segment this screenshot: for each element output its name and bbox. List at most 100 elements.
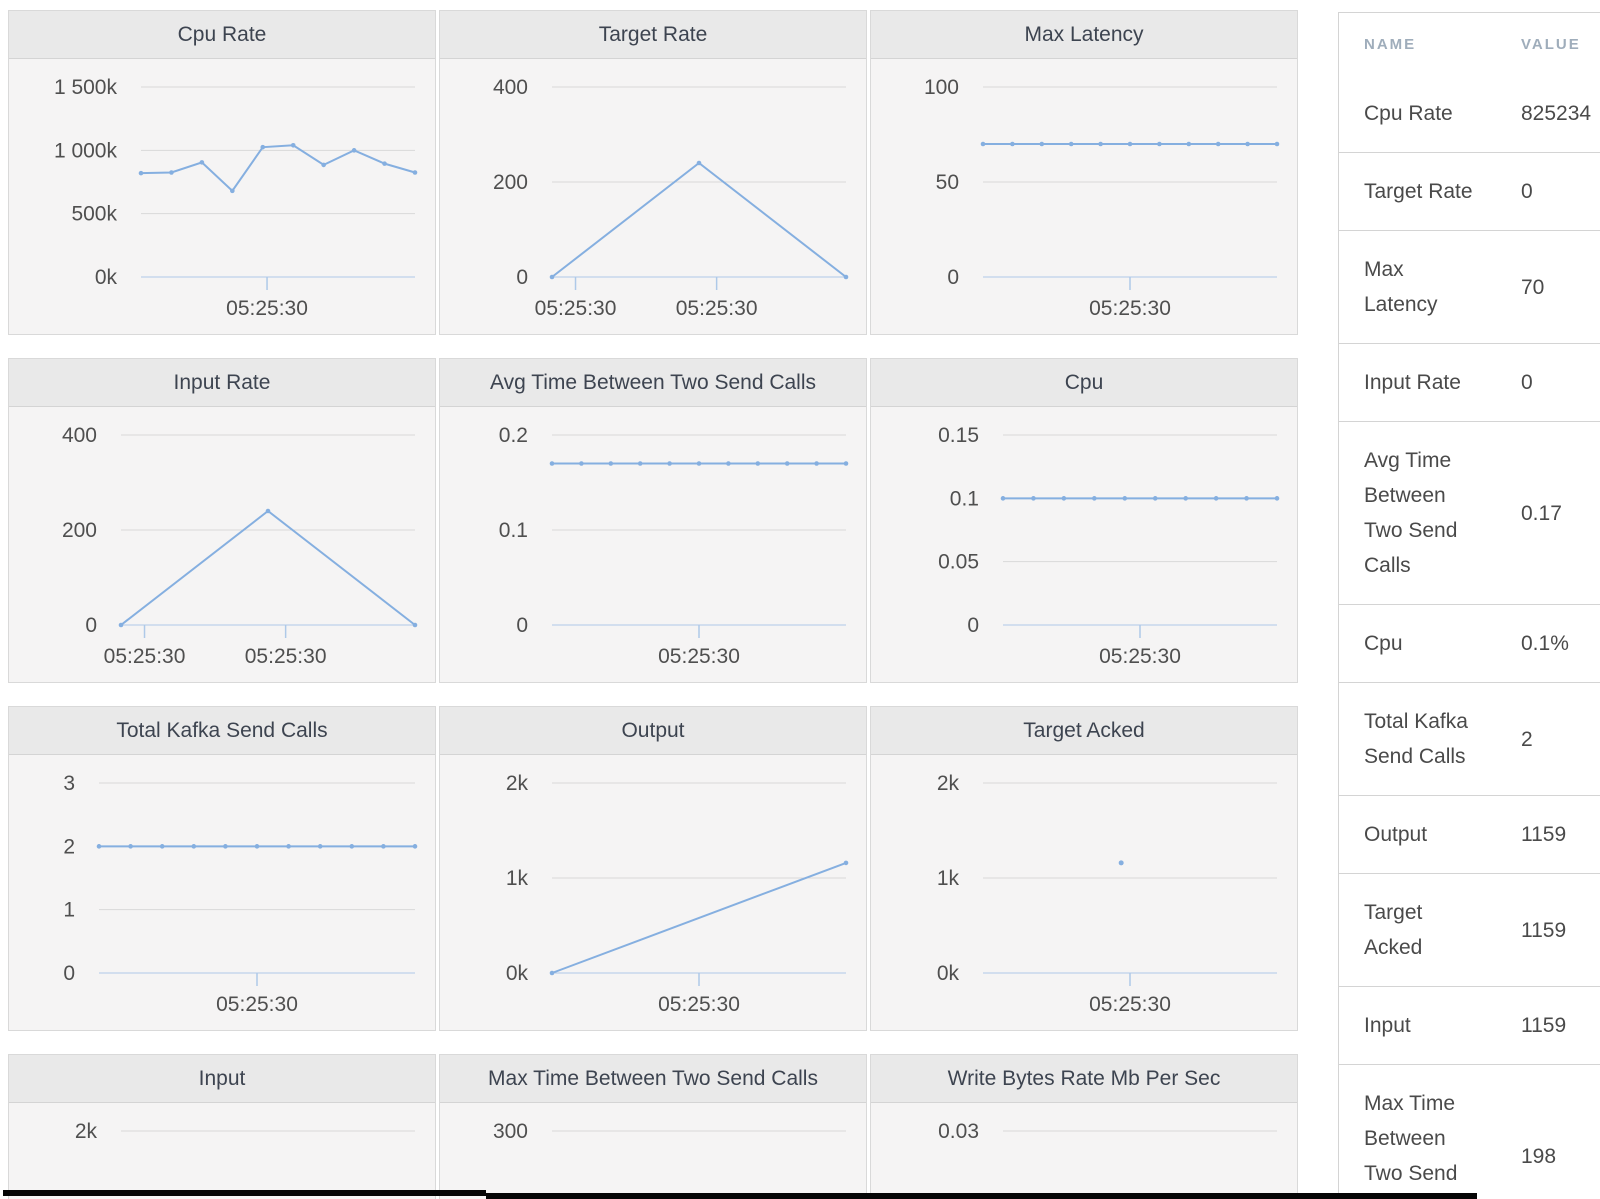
- table-row-input-rate: Input Rate 0: [1339, 343, 1600, 421]
- data-point-marker: [254, 844, 260, 849]
- data-point-marker: [317, 844, 323, 849]
- y-tick-label: 0k: [95, 266, 118, 289]
- table-header-row: NAME VALUE: [1339, 13, 1600, 75]
- chart-canvas: 300: [493, 1120, 846, 1143]
- data-point-marker: [1000, 496, 1006, 501]
- chart-canvas: 0 200 400 05:25:30 05:25:30: [62, 424, 418, 668]
- chart-title: Max Latency: [871, 11, 1297, 59]
- chart-canvas: 0k 1k 2k 05:25:30: [506, 772, 849, 1016]
- y-tick-label: 0.15: [938, 424, 979, 447]
- metric-value: 825234: [1521, 102, 1592, 125]
- y-tick-label: 2k: [75, 1120, 98, 1143]
- data-point-marker: [667, 461, 672, 466]
- data-point-marker: [579, 461, 584, 466]
- metric-value: 198: [1521, 1144, 1557, 1168]
- chart-panel-input-rate[interactable]: Input Rate 0 200 400 05:25:30 05:25:30: [8, 358, 436, 683]
- chart-title: Cpu: [871, 359, 1297, 407]
- x-tick-label: 05:25:30: [245, 645, 327, 668]
- chart-panel-input[interactable]: Input 2k: [8, 1054, 436, 1199]
- bottom-edge-bar-left: [3, 1190, 486, 1196]
- y-tick-label: 2: [63, 835, 75, 858]
- table-body: Cpu Rate 825234 Target Rate 0 Max Latency 70 I…: [1339, 75, 1600, 1199]
- y-tick-label: 1 500k: [54, 76, 118, 99]
- table-row-output: Output 1159: [1339, 795, 1600, 873]
- chart-title: Avg Time Between Two Send Calls: [440, 359, 866, 407]
- chart-panel-target-acked[interactable]: Target Acked 0k 1k 2k 05:25:30: [870, 706, 1298, 1031]
- metric-name: Total Kafka Send Calls: [1364, 710, 1468, 768]
- metric-name: Target Rate: [1364, 180, 1473, 203]
- data-point-marker: [230, 188, 235, 194]
- chart-body: 0 200 400 05:25:30 05:25:30: [440, 59, 866, 334]
- data-point-marker: [1031, 496, 1036, 501]
- chart-panel-max-latency[interactable]: Max Latency 0 50 100 05:25:30: [870, 10, 1298, 335]
- data-point-marker: [696, 461, 702, 466]
- data-point-marker: [549, 970, 555, 976]
- data-point-marker: [128, 844, 133, 849]
- data-point-marker: [351, 148, 357, 153]
- y-tick-label: 0: [516, 266, 528, 289]
- chart-canvas: 0 50 100 05:25:30: [924, 76, 1280, 320]
- data-point-marker: [814, 461, 819, 466]
- chart-canvas: 0 0.05 0.1 0.15 05:25:30: [938, 424, 1280, 668]
- x-tick-label: 05:25:30: [226, 297, 308, 320]
- y-tick-label: 0.05: [938, 551, 979, 574]
- x-tick-label: 05:25:30: [216, 993, 298, 1016]
- x-tick-label: 05:25:30: [104, 645, 186, 668]
- chart-body: 0 200 400 05:25:30 05:25:30: [9, 407, 435, 682]
- data-point-marker: [1245, 141, 1250, 147]
- chart-canvas: 0k 500k 1 000k 1 500k 05:25:30: [54, 76, 418, 320]
- y-tick-label: 1k: [506, 867, 529, 890]
- metric-name: Input: [1364, 1014, 1411, 1037]
- data-point-marker: [412, 170, 418, 175]
- chart-panel-avg-time-between-two-send-calls[interactable]: Avg Time Between Two Send Calls 0 0.1 0.2 05…: [439, 358, 867, 683]
- series-line: [551, 861, 847, 974]
- metric-value: 1159: [1521, 823, 1567, 846]
- chart-canvas: 0k 1k 2k 05:25:30: [937, 772, 1277, 1016]
- data-point-marker: [349, 844, 355, 849]
- chart-panel-write-bytes-rate-mb-per-sec[interactable]: Write Bytes Rate Mb Per Sec 0.03: [870, 1054, 1298, 1199]
- chart-panel-max-time-between-two-send-calls[interactable]: Max Time Between Two Send Calls 300: [439, 1054, 867, 1199]
- y-tick-label: 3: [63, 772, 75, 795]
- data-point-marker: [843, 461, 849, 466]
- y-tick-label: 400: [493, 76, 528, 99]
- chart-panel-cpu[interactable]: Cpu 0 0.05 0.1 0.15 05:25:30: [870, 358, 1298, 683]
- table-row-target-rate: Target Rate 0: [1339, 152, 1600, 230]
- data-point-marker: [1092, 496, 1097, 501]
- metric-value: 1159: [1521, 918, 1567, 942]
- data-point: [1118, 860, 1124, 866]
- y-tick-label: 200: [493, 171, 528, 194]
- chart-panel-target-rate[interactable]: Target Rate 0 200 400 05:25:30 05:25:30: [439, 10, 867, 335]
- chart-panel-cpu-rate[interactable]: Cpu Rate 0k 500k 1 000k 1 500k 05:25:30: [8, 10, 436, 335]
- chart-body: 0k 500k 1 000k 1 500k 05:25:30: [9, 59, 435, 334]
- y-tick-label: 2k: [937, 772, 960, 795]
- data-point-marker: [1213, 496, 1219, 501]
- chart-body: 0 0.05 0.1 0.15 05:25:30: [871, 407, 1297, 682]
- series-line: [140, 144, 416, 193]
- data-point-marker: [191, 844, 197, 849]
- chart-title: Input: [9, 1055, 435, 1103]
- data-point-marker: [843, 860, 849, 866]
- chart-title: Cpu Rate: [9, 11, 435, 59]
- data-point-marker: [696, 160, 702, 166]
- chart-canvas: 0 1 2 3 05:25:30: [63, 772, 418, 1016]
- data-point-marker: [159, 844, 165, 849]
- data-point-marker: [412, 844, 418, 849]
- chart-body: 0 0.1 0.2 05:25:30: [440, 407, 866, 682]
- data-point-marker: [549, 274, 555, 280]
- chart-title: Output: [440, 707, 866, 755]
- chart-panel-output[interactable]: Output 0k 1k 2k 05:25:30: [439, 706, 867, 1031]
- data-point-marker: [1183, 496, 1188, 501]
- data-point-marker: [726, 461, 731, 466]
- chart-body: 2k: [9, 1103, 435, 1199]
- data-point-marker: [199, 160, 205, 165]
- y-tick-label: 100: [924, 76, 959, 99]
- data-point-marker: [1157, 141, 1162, 147]
- chart-panel-total-kafka-send-calls[interactable]: Total Kafka Send Calls 0 1 2 3 05:25:30: [8, 706, 436, 1031]
- y-tick-label: 1: [63, 899, 75, 922]
- chart-body: 300: [440, 1103, 866, 1199]
- data-point-marker: [412, 622, 418, 628]
- y-tick-label: 0: [63, 962, 75, 985]
- chart-body: 0 50 100 05:25:30: [871, 59, 1297, 334]
- x-tick-label: 05:25:30: [1089, 297, 1171, 320]
- metric-value: 1159: [1521, 1014, 1567, 1037]
